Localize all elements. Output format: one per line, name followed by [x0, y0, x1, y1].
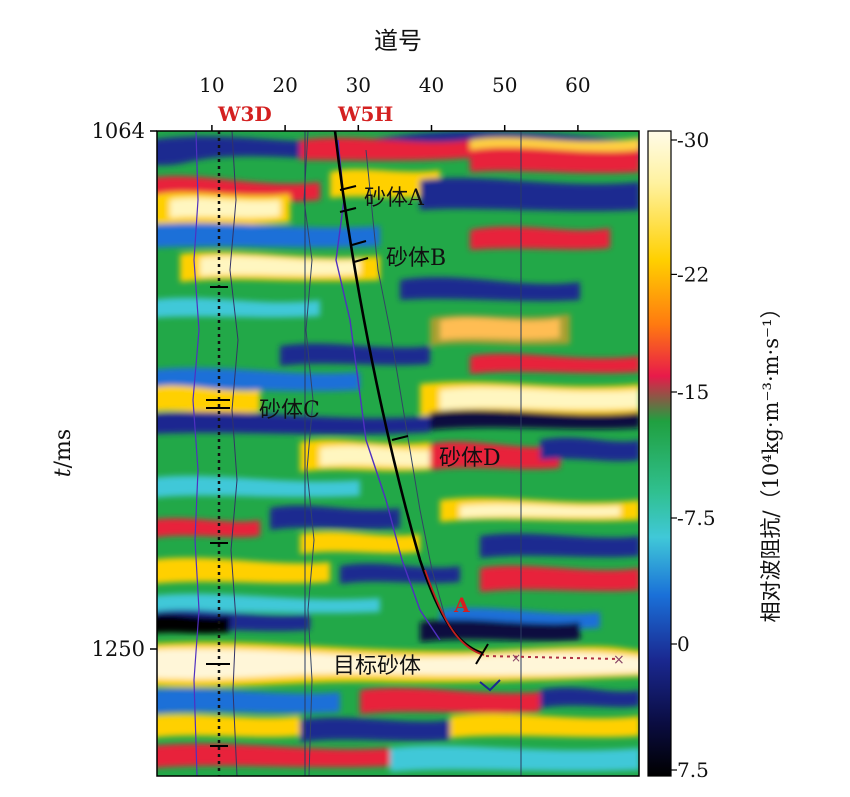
- y-tick-label: 1064: [92, 119, 145, 143]
- well-log-trace: [229, 131, 239, 776]
- colorbar-ticks: -30 -22 -15 -7.5 0 7.5: [671, 128, 716, 782]
- colorbar-tick-label: -15: [677, 380, 709, 404]
- lateral-mid-marker: ×: [511, 651, 521, 665]
- label-target-sand: 目标砂体: [333, 654, 421, 679]
- colorbar-title: 相对波阻抗/（10⁴kg·m⁻³·m·s⁻¹）: [759, 297, 783, 622]
- colorbar-tick-label: -22: [677, 262, 709, 286]
- colorbar: [647, 130, 672, 777]
- y-axis: 1064 1250: [92, 119, 157, 661]
- x-axis: 10 20 30 40 50 60: [199, 73, 591, 131]
- x-tick-label: 60: [565, 73, 590, 97]
- label-sand-b: 砂体B: [386, 246, 446, 271]
- well-w5h-lateral: [485, 655, 619, 660]
- y-axis-title: t/ms: [51, 429, 76, 477]
- well-label-w5h: W5H: [337, 102, 393, 126]
- colorbar-tick-label: -30: [677, 128, 709, 152]
- label-sand-d: 砂体D: [439, 446, 501, 471]
- well-log-trace: [335, 139, 441, 641]
- label-sand-c: 砂体C: [259, 398, 320, 423]
- y-tick-label: 1250: [92, 637, 145, 661]
- x-tick-label: 30: [346, 73, 371, 97]
- well-markers: [206, 185, 489, 747]
- x-tick-label: 40: [419, 73, 444, 97]
- lateral-end-marker: ×: [613, 652, 625, 668]
- seismic-section: × ×: [157, 131, 639, 776]
- x-tick-label: 20: [272, 73, 297, 97]
- well-log-trace: [303, 131, 315, 776]
- well-log-trace: [192, 131, 200, 776]
- x-tick-label: 50: [492, 73, 517, 97]
- colorbar-tick-label: 7.5: [677, 758, 709, 782]
- colorbar-tick-label: 0: [677, 632, 690, 656]
- plot-frame: [156, 130, 640, 777]
- label-sand-a: 砂体A: [364, 186, 425, 211]
- x-tick-label: 10: [199, 73, 224, 97]
- x-axis-title: 道号: [374, 27, 422, 55]
- colorbar-tick-label: -7.5: [677, 506, 716, 530]
- label-point-a: A: [453, 593, 470, 617]
- well-w5h-path-red: [424, 569, 485, 656]
- well-log-trace: [365, 149, 447, 621]
- well-label-w3d: W3D: [217, 102, 272, 126]
